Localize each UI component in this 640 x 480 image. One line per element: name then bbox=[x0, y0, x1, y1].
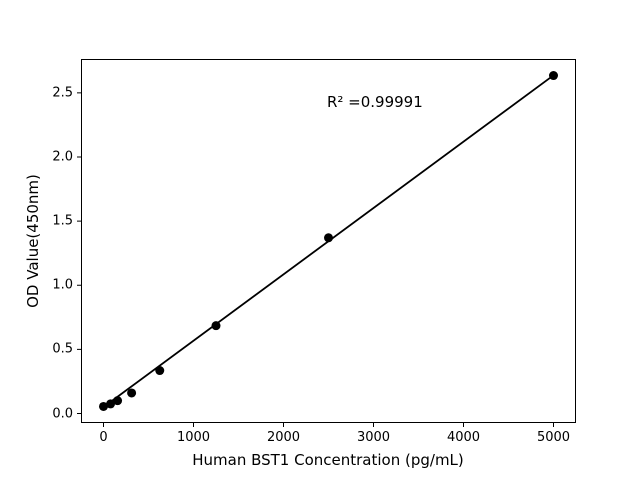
data-point bbox=[549, 71, 558, 81]
y-axis-tick-label: 1.5 bbox=[52, 213, 73, 229]
y-axis-tick-label: 2.5 bbox=[52, 85, 73, 101]
y-axis-label: OD Value(450nm) bbox=[23, 174, 42, 308]
data-point bbox=[106, 399, 116, 409]
x-axis-tick-label: 2000 bbox=[266, 430, 301, 445]
data-point bbox=[99, 401, 108, 411]
x-axis-tick-label: 4000 bbox=[446, 430, 481, 445]
x-axis-label: Human BST1 Concentration (pg/mL) bbox=[192, 451, 464, 469]
y-axis-tick-label: 0.5 bbox=[52, 341, 73, 357]
r-squared-annotation: R² =0.99991 bbox=[326, 92, 423, 111]
data-point bbox=[155, 366, 165, 376]
y-axis-tick-label: 2.0 bbox=[52, 149, 73, 165]
data-point bbox=[113, 396, 123, 406]
data-point bbox=[211, 321, 221, 331]
plot-frame bbox=[81, 59, 576, 423]
data-point bbox=[127, 388, 137, 398]
x-axis-tick-label: 0 bbox=[99, 430, 108, 445]
x-axis-tick-label: 3000 bbox=[356, 430, 391, 445]
y-axis-tick-label: 0.0 bbox=[52, 406, 73, 421]
plot-area bbox=[77, 59, 576, 427]
y-axis-tick-label: 1.0 bbox=[52, 277, 73, 293]
x-axis-tick-label: 5000 bbox=[536, 430, 571, 445]
x-axis-tick-label: 1000 bbox=[176, 430, 211, 445]
data-point bbox=[324, 233, 333, 243]
